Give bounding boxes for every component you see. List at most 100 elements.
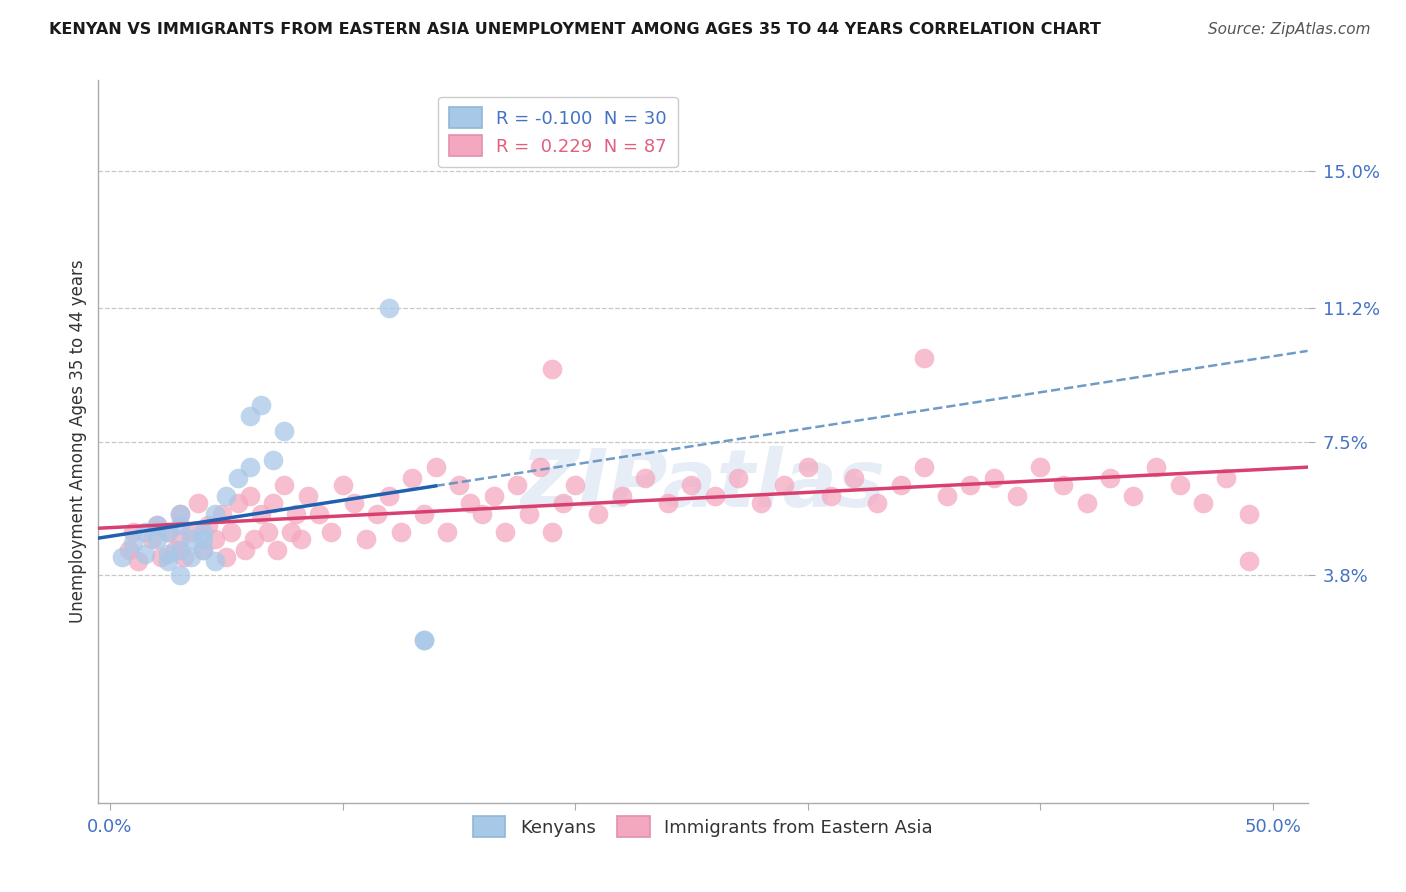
Point [191,532,214,546]
Point [169,542,191,557]
Point [959,478,981,492]
Point [553,496,575,510]
Point [187,496,209,510]
Point [1168,478,1191,492]
Point [366,507,388,521]
Point [494,524,516,539]
Point [204,507,226,521]
Point [517,507,540,521]
Point [243,532,266,546]
Point [936,489,959,503]
Point [506,478,529,492]
Point [169,517,191,532]
Point [1122,489,1144,503]
Point [796,459,818,474]
Point [215,550,238,565]
Point [401,470,423,484]
Text: KENYAN VS IMMIGRANTS FROM EASTERN ASIA UNEMPLOYMENT AMONG AGES 35 TO 44 YEARS CO: KENYAN VS IMMIGRANTS FROM EASTERN ASIA U… [49,22,1101,37]
Point [215,489,238,503]
Point [482,489,505,503]
Point [273,424,295,438]
Point [273,478,295,492]
Y-axis label: Unemployment Among Ages 35 to 44 years: Unemployment Among Ages 35 to 44 years [69,260,87,624]
Point [145,517,167,532]
Point [157,547,180,561]
Point [285,507,308,521]
Point [727,470,749,484]
Point [425,459,447,474]
Point [180,532,202,546]
Point [239,459,262,474]
Point [1239,554,1261,568]
Point [250,398,273,412]
Point [657,496,679,510]
Point [1192,496,1215,510]
Point [219,524,242,539]
Point [389,524,412,539]
Point [122,535,145,549]
Point [1076,496,1098,510]
Point [180,524,202,539]
Point [150,550,173,565]
Point [820,489,842,503]
Point [540,524,562,539]
Point [262,452,284,467]
Point [634,470,657,484]
Point [703,489,725,503]
Point [134,547,156,561]
Point [588,507,610,521]
Point [343,496,366,510]
Point [297,489,319,503]
Point [280,524,302,539]
Point [204,532,226,546]
Point [118,542,141,557]
Point [157,524,180,539]
Point [191,542,214,557]
Point [122,524,145,539]
Point [1144,459,1167,474]
Legend: Kenyans, Immigrants from Eastern Asia: Kenyans, Immigrants from Eastern Asia [465,809,941,845]
Point [226,496,249,510]
Point [141,532,163,546]
Point [204,554,226,568]
Text: ZIPatlas: ZIPatlas [520,446,886,524]
Point [134,524,156,539]
Point [332,478,354,492]
Point [165,542,187,557]
Point [233,542,256,557]
Point [749,496,772,510]
Point [157,554,180,568]
Text: Source: ZipAtlas.com: Source: ZipAtlas.com [1208,22,1371,37]
Point [127,554,149,568]
Point [413,633,436,648]
Point [413,633,436,648]
Point [1029,459,1052,474]
Point [169,532,191,546]
Point [250,507,273,521]
Point [540,362,562,376]
Point [378,489,401,503]
Point [211,507,233,521]
Point [413,507,436,521]
Point [1052,478,1074,492]
Point [460,496,482,510]
Point [226,470,249,484]
Point [471,507,494,521]
Point [912,351,935,366]
Point [912,459,935,474]
Point [308,507,330,521]
Point [169,568,191,582]
Point [844,470,866,484]
Point [1239,507,1261,521]
Point [145,517,167,532]
Point [111,550,134,565]
Point [681,478,703,492]
Point [197,517,219,532]
Point [191,524,214,539]
Point [239,409,262,424]
Point [266,542,288,557]
Point [1215,470,1237,484]
Point [169,507,191,521]
Point [564,478,586,492]
Point [378,301,401,315]
